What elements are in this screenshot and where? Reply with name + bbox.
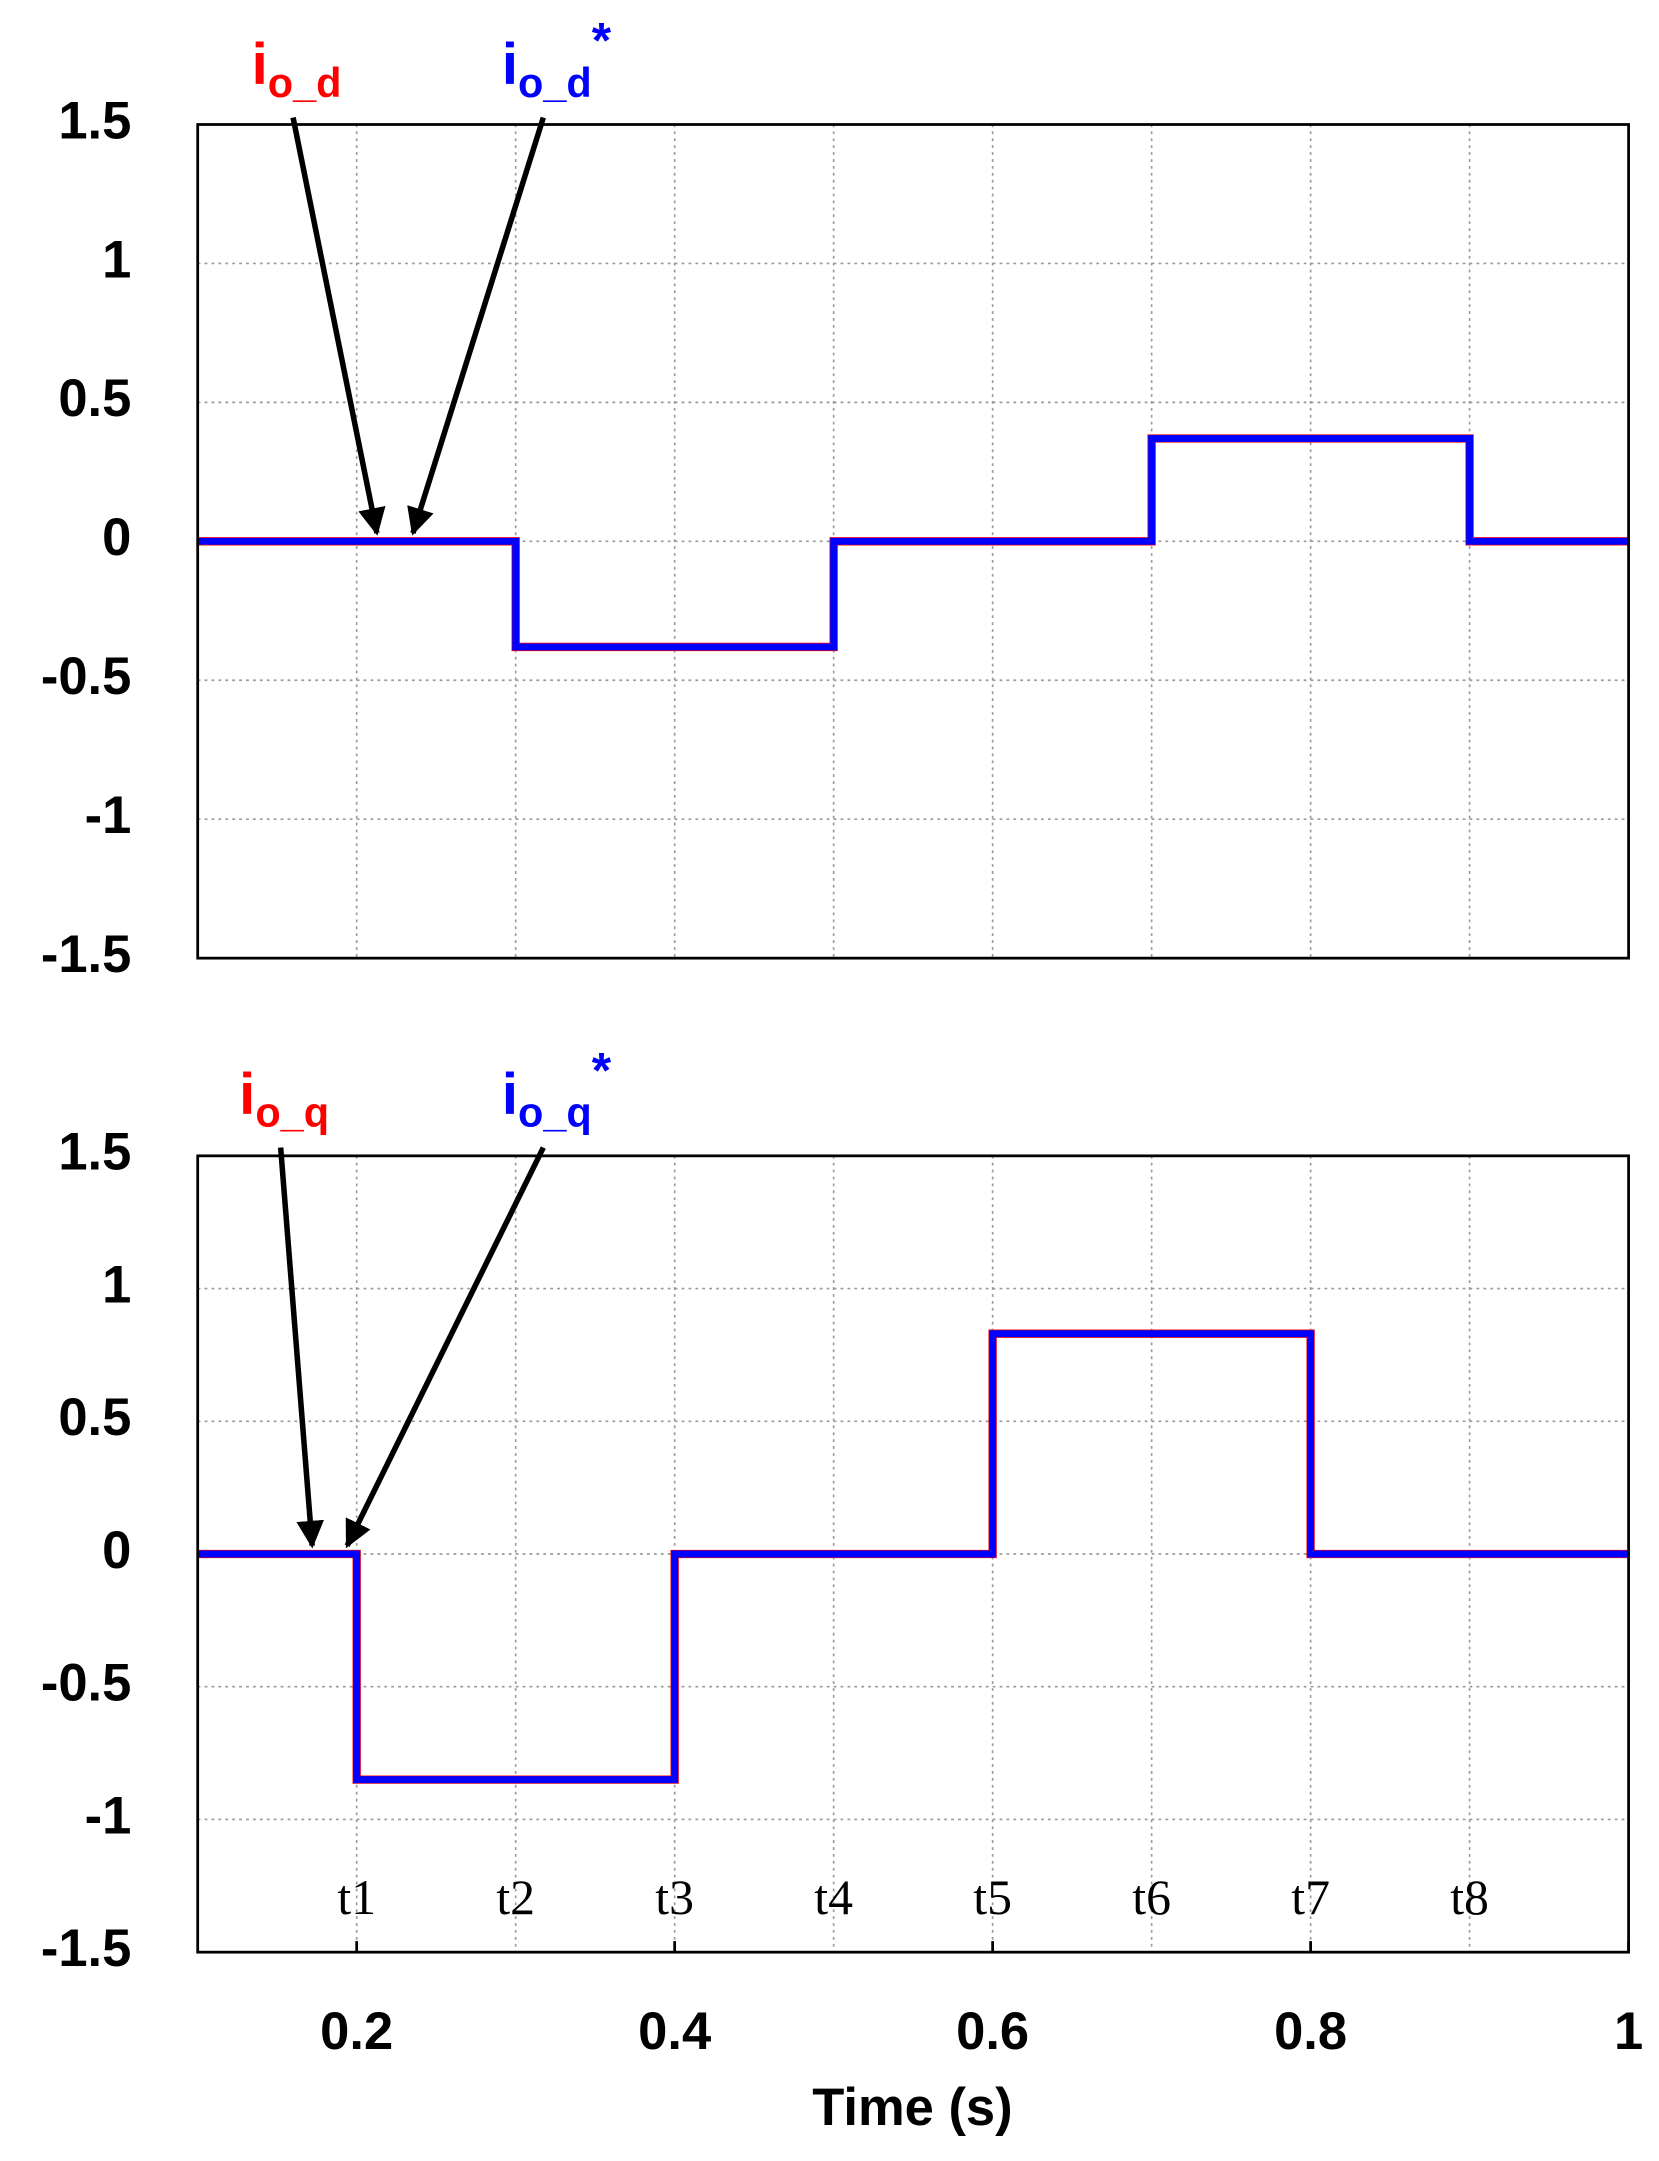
legend-text: i (502, 1063, 518, 1128)
y-tick-label: 1 (102, 230, 131, 289)
x-tick-label: 0.4 (638, 2002, 711, 2061)
legend-text: i (252, 33, 268, 98)
legend-label: io_d (252, 33, 342, 106)
annotation: t8 (1450, 1870, 1489, 1925)
legend-text: i (239, 1063, 255, 1128)
legend-label: io_d* (502, 12, 612, 105)
arrow (290, 117, 386, 536)
x-axis-label: Time (s) (812, 2078, 1012, 2137)
annotation: t5 (973, 1870, 1012, 1925)
x-tick-label: 1 (1614, 2002, 1643, 2061)
legend-text: o_q (518, 1089, 592, 1136)
y-tick-label: 1 (102, 1255, 131, 1314)
y-tick-label: -1 (85, 786, 132, 845)
arrow (344, 1146, 546, 1549)
legend-label: io_q* (502, 1042, 612, 1135)
legend-text: * (592, 12, 612, 68)
legend-text: o_q (255, 1089, 329, 1136)
annotation: t2 (496, 1870, 535, 1925)
annotation: t4 (814, 1870, 853, 1925)
legend-text: o_d (518, 59, 592, 106)
x-tick-label: 0.6 (956, 2002, 1029, 2061)
y-tick-label: -1 (85, 1786, 132, 1845)
arrow (277, 1147, 324, 1549)
y-tick-label: 0 (102, 508, 131, 567)
annotation: t6 (1132, 1870, 1171, 1925)
legend-text: i (502, 33, 518, 98)
series-line (197, 435, 1629, 651)
arrow (407, 116, 546, 536)
legend-label: io_q (239, 1063, 329, 1136)
x-tick-label: 0.8 (1274, 2002, 1347, 2061)
y-tick-label: 1.5 (58, 91, 131, 150)
y-tick-label: 1.5 (58, 1123, 131, 1182)
y-tick-label: -1.5 (41, 1919, 132, 1978)
annotation: t7 (1291, 1870, 1330, 1925)
x-tick-label: 0.2 (320, 2002, 393, 2061)
annotation: t3 (655, 1870, 694, 1925)
plot-frame (196, 1154, 1630, 1954)
legend-text: * (592, 1042, 612, 1098)
series-line (197, 1330, 1629, 1784)
plot-frame (196, 123, 1630, 960)
y-tick-label: 0 (102, 1521, 131, 1580)
legend-text: o_d (268, 59, 342, 106)
y-tick-label: 0.5 (58, 1388, 131, 1447)
annotation: t1 (337, 1870, 376, 1925)
y-tick-label: -0.5 (41, 1654, 132, 1713)
y-tick-label: -0.5 (41, 647, 132, 706)
y-tick-label: 0.5 (58, 369, 131, 428)
y-tick-label: -1.5 (41, 925, 132, 984)
